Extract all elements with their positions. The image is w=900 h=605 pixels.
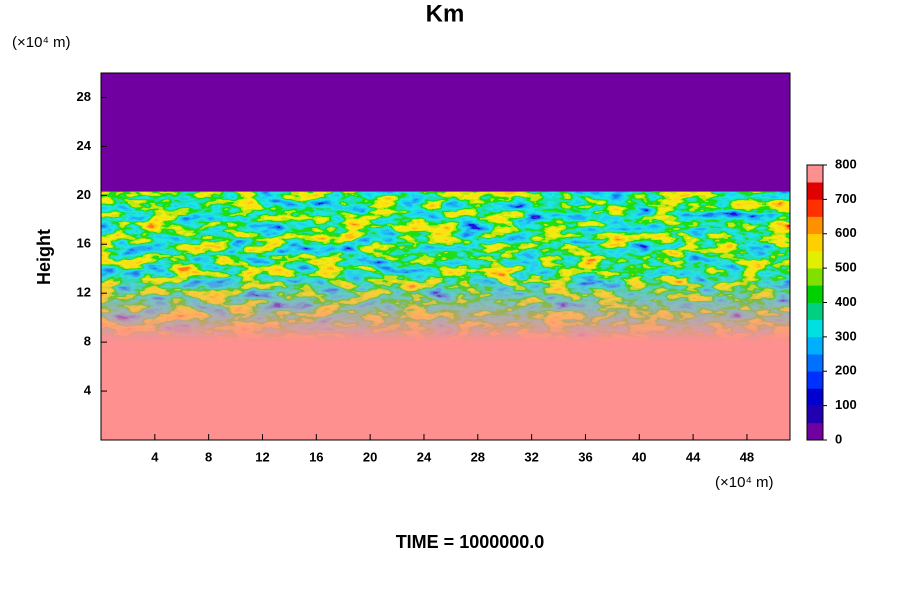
y-axis-label: Height bbox=[34, 229, 54, 285]
x-tick-label: 20 bbox=[363, 449, 377, 464]
y-tick-label: 4 bbox=[84, 383, 92, 398]
colorbar-swatch bbox=[807, 422, 823, 441]
x-tick-label: 32 bbox=[524, 449, 538, 464]
field-texture bbox=[101, 191, 790, 343]
colorbar-swatch bbox=[807, 319, 823, 338]
colorbar-swatch bbox=[807, 199, 823, 217]
colorbar-swatch bbox=[807, 405, 823, 424]
colorbar-swatch bbox=[807, 250, 823, 269]
colorbar-tick-label: 0 bbox=[835, 431, 842, 446]
x-tick-label: 8 bbox=[205, 449, 212, 464]
colorbar-tick-label: 500 bbox=[835, 260, 857, 275]
y-tick-label: 16 bbox=[77, 236, 91, 251]
x-tick-label: 4 bbox=[151, 449, 159, 464]
colorbar-swatch bbox=[807, 216, 823, 235]
colorbar-swatch bbox=[807, 182, 823, 200]
x-tick-label: 28 bbox=[471, 449, 485, 464]
colorbar-tick-label: 800 bbox=[835, 156, 857, 171]
field bbox=[101, 73, 790, 440]
x-tick-label: 12 bbox=[255, 449, 269, 464]
x-tick-label: 40 bbox=[632, 449, 646, 464]
colorbar-tick-label: 200 bbox=[835, 363, 857, 378]
y-tick-label: 12 bbox=[77, 285, 91, 300]
colorbar-swatch bbox=[807, 354, 823, 372]
footer: TIME = 1000000.0 bbox=[396, 532, 545, 552]
colorbar-swatch bbox=[807, 268, 823, 286]
colorbar-tick-label: 700 bbox=[835, 191, 857, 206]
colorbar-swatch bbox=[807, 336, 823, 355]
y-tick-label: 20 bbox=[77, 187, 91, 202]
colorbar-tick-label: 400 bbox=[835, 294, 857, 309]
colorbar-swatch bbox=[807, 233, 823, 252]
x-tick-label: 44 bbox=[686, 449, 701, 464]
colorbar-swatch bbox=[807, 302, 823, 320]
chart-title: Km bbox=[426, 0, 465, 27]
x-unit: (×10⁴ m) bbox=[715, 474, 774, 491]
colorbar-swatch bbox=[807, 165, 823, 183]
y-tick-label: 28 bbox=[77, 89, 91, 104]
x-tick-label: 36 bbox=[578, 449, 592, 464]
x-tick-label: 48 bbox=[740, 449, 754, 464]
y-tick-label: 8 bbox=[84, 334, 91, 349]
x-tick-label: 16 bbox=[309, 449, 323, 464]
colorbar-tick-label: 600 bbox=[835, 225, 857, 240]
field-upper bbox=[101, 73, 790, 192]
colorbar-tick-label: 100 bbox=[835, 397, 857, 412]
x-tick-label: 24 bbox=[417, 449, 432, 464]
y-tick-label: 24 bbox=[77, 138, 92, 153]
colorbar-swatch bbox=[807, 371, 823, 389]
colorbar-tick-label: 300 bbox=[835, 328, 857, 343]
colorbar-swatch bbox=[807, 285, 823, 303]
plot-frame bbox=[100, 72, 791, 441]
y-unit: (×10⁴ m) bbox=[12, 34, 71, 51]
colorbar-swatch bbox=[807, 388, 823, 406]
